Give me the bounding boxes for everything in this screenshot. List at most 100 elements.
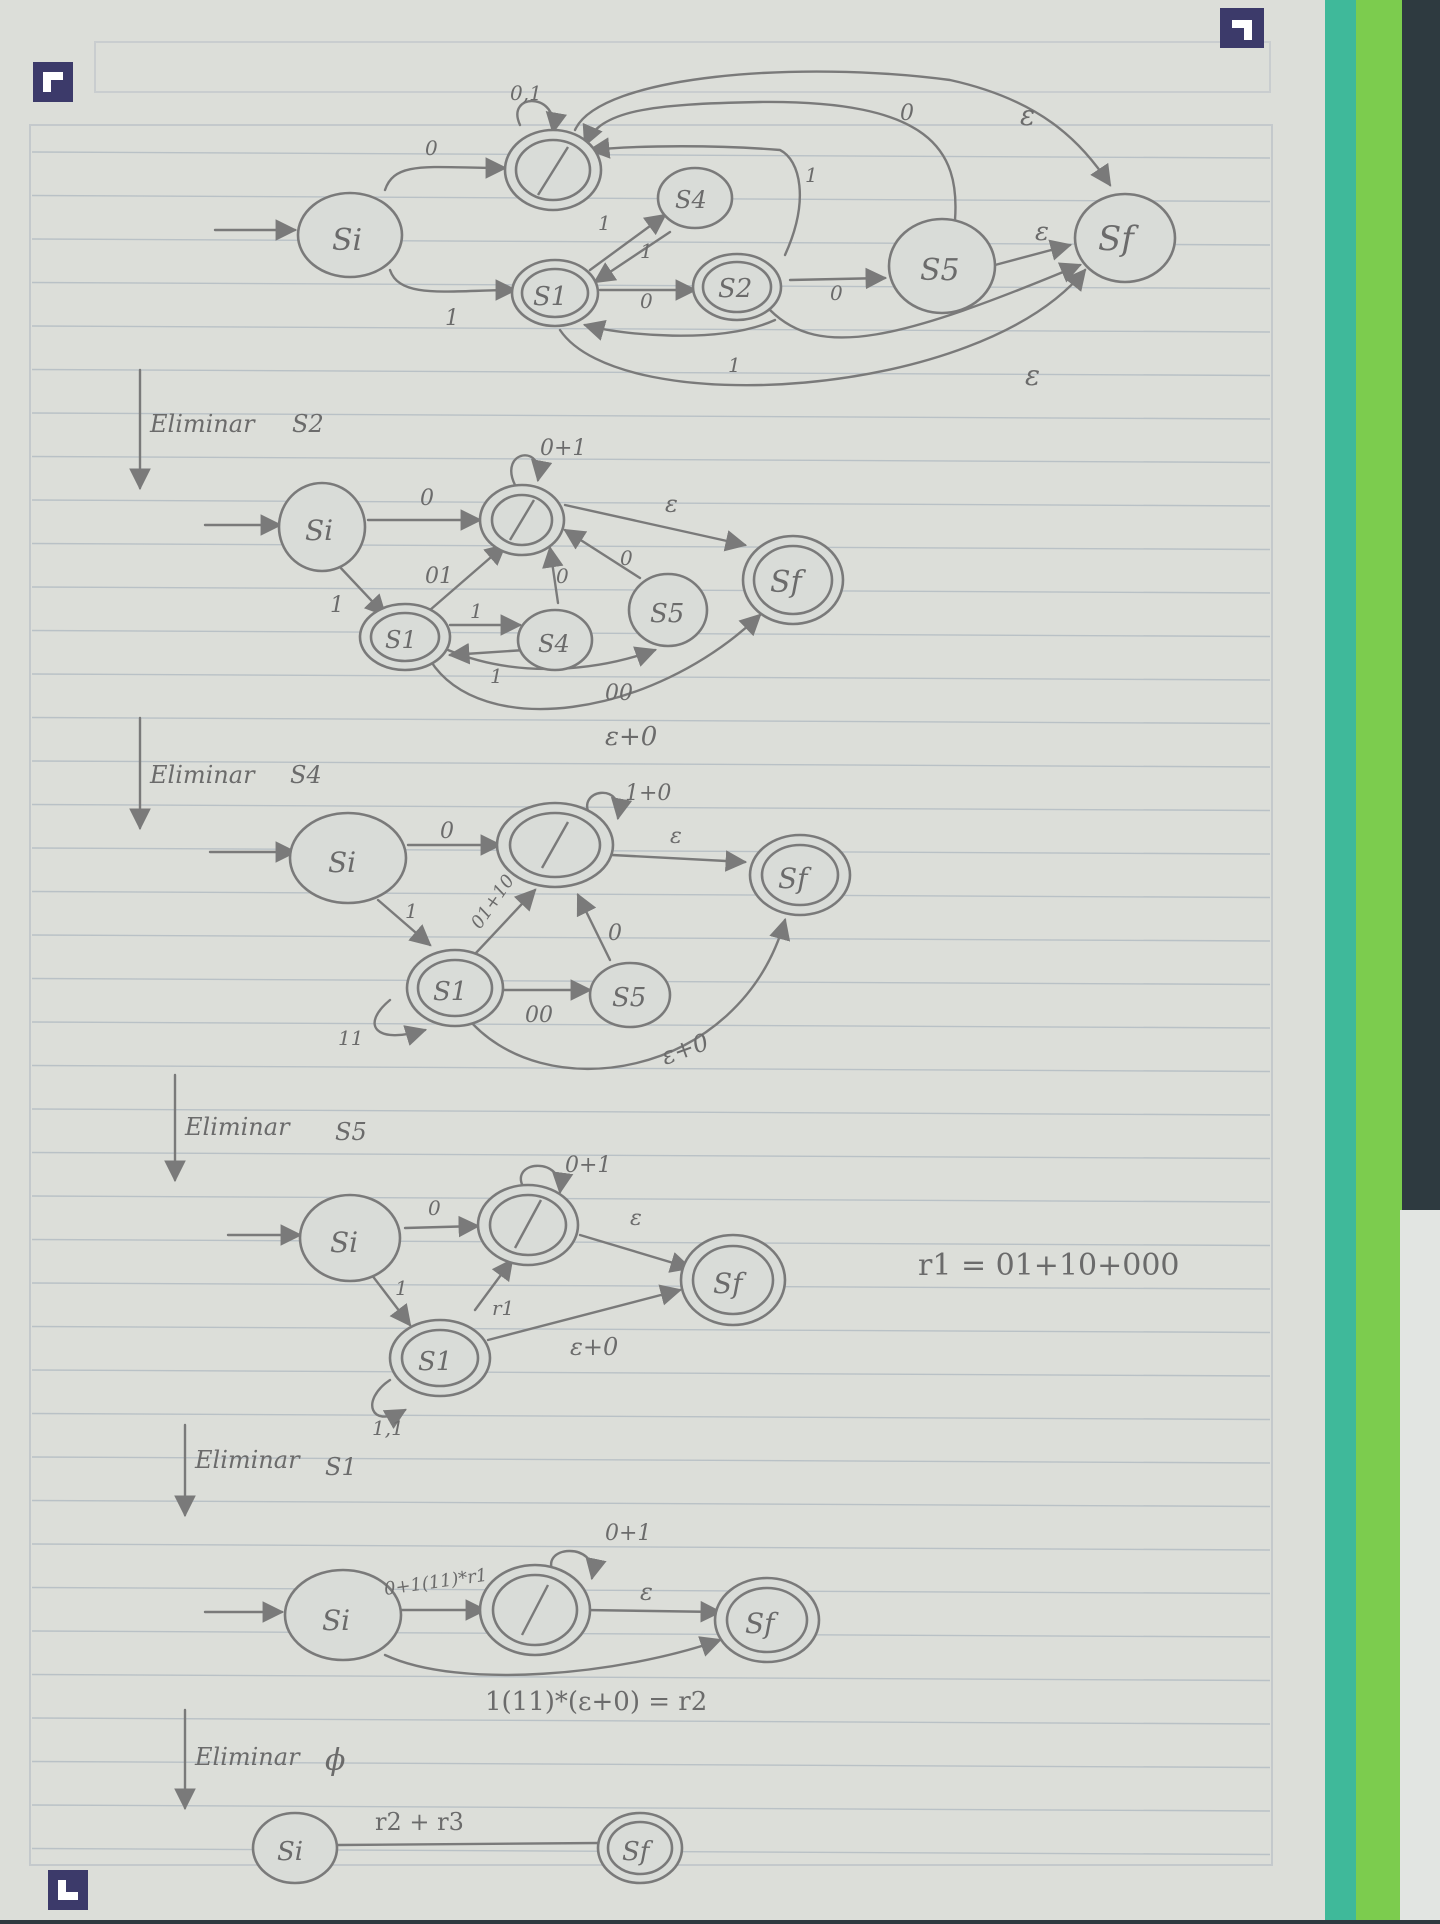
s3-node-s5: S5 [612, 983, 646, 1013]
ruled-line [31, 1673, 1271, 1682]
s2-edge-si-phi: 0 [420, 486, 434, 511]
s2-node-si: Si [305, 514, 333, 547]
s3-edge-si-s1: 1 [405, 899, 418, 923]
elimination-step-3: Eliminar S5 [164, 1073, 367, 1183]
ruled-line [31, 542, 1271, 551]
s4-edge-s1-loop: 1,1 [372, 1416, 404, 1440]
s2-edge-s4-phi: 0 [556, 564, 569, 588]
s1-edge-s1-s4: 1 [598, 211, 611, 235]
ruled-line [31, 1238, 1271, 1247]
s3-edge-si-phi: 0 [440, 819, 454, 844]
step-2-label: Eliminar [149, 761, 256, 789]
s1-edge-s2-s1: 1 [728, 353, 741, 377]
corner-tab-icon-top-left [33, 62, 73, 102]
s2-node-sf: Sf [770, 565, 807, 600]
corner-tab-icon-bottom-left [48, 1870, 88, 1910]
ruled-line [31, 1064, 1271, 1073]
ruled-line [31, 1499, 1271, 1508]
step-4-label: Eliminar [194, 1446, 301, 1474]
step-3-target: S5 [335, 1118, 367, 1146]
s3-edge-s1-loop: 11 [338, 1026, 363, 1050]
elimination-step-4: Eliminar S1 [174, 1423, 357, 1518]
s5-node-si: Si [322, 1604, 350, 1637]
s1-node-s4: S4 [675, 186, 707, 214]
paper-sheet [0, 0, 1325, 1920]
s4-edge-s1-sf: ε+0 [570, 1333, 618, 1361]
stage-6-automaton: Si Sf r2 + r3 [251, 1808, 684, 1885]
ruled-line [31, 151, 1271, 159]
s1-node-sf: Sf [1098, 219, 1139, 259]
step-2-target: S4 [290, 761, 322, 789]
s4-node-si: Si [330, 1226, 358, 1259]
step-4-target: S1 [325, 1453, 357, 1481]
s2-edge-phi-loop: 0+1 [540, 436, 586, 461]
ruled-line [31, 1108, 1271, 1116]
ruled-line [31, 368, 1271, 377]
ruled-line [31, 194, 1271, 203]
s2-edge-s5-phi: 0 [620, 546, 633, 570]
s2-node-s5: S5 [650, 599, 684, 629]
s1-edge-si-phi: 0 [425, 136, 438, 160]
elimination-step-5: Eliminar ϕ [174, 1708, 345, 1811]
s2-node-s4: S4 [538, 630, 570, 658]
s1-node-s2: S2 [718, 274, 752, 304]
step-3-label: Eliminar [184, 1113, 291, 1141]
ruled-line [31, 673, 1271, 681]
s4-edge-phi-loop: 0+1 [565, 1153, 611, 1178]
s4-node-sf: Sf [713, 1267, 747, 1300]
s4-edge-s1-phi: r1 [492, 1296, 514, 1320]
stage-4-automaton: Si ϕ S1 Sf 0 1 0+1 r1 1,1 ε ε+0 r1 = 01+… [226, 1153, 1180, 1440]
s5-edge-phi-loop: 0+1 [605, 1521, 651, 1546]
s1-edge-s5-phi: 0 [900, 101, 914, 126]
ruled-line [31, 1369, 1271, 1377]
s3-edge-s5-phi: 0 [608, 921, 622, 946]
ruled-line [31, 847, 1271, 855]
s2-edge-s1-s4: 1 [470, 599, 483, 623]
ruled-line [31, 1412, 1271, 1421]
corner-tab-icon-top-right [1220, 8, 1264, 48]
ruled-line [31, 1456, 1271, 1464]
ruled-line [31, 455, 1271, 464]
next-page-edge [1400, 1210, 1440, 1920]
ruled-line [31, 1325, 1271, 1334]
s1-edge-si-s1: 1 [445, 306, 459, 331]
s2-edge-s4-s1: 1 [490, 664, 503, 688]
s1-edge-s2-phi: 1 [805, 163, 818, 187]
ruled-line [31, 803, 1271, 812]
ruled-line [31, 1195, 1271, 1203]
teal-divider-strip [1320, 0, 1360, 1920]
s1-node-s1: S1 [533, 282, 567, 312]
s1-edge-s1-sf: ε [1025, 359, 1040, 392]
s5-edge-si-sf: 1(11)*(ε+0) = r2 [485, 1687, 707, 1717]
s1-edge-s1-s2: 0 [640, 289, 653, 313]
ruled-line [31, 499, 1271, 507]
r1-definition-note: r1 = 01+10+000 [918, 1248, 1180, 1283]
s4-edge-si-phi: 0 [428, 1196, 441, 1220]
s5-node-sf: Sf [745, 1607, 779, 1640]
ruled-line [31, 716, 1271, 725]
ruled-line [31, 281, 1271, 290]
s3-edge-phi-sf: ε [670, 824, 682, 849]
ruled-line [31, 890, 1271, 899]
ruled-line [31, 934, 1271, 942]
ruled-line [31, 412, 1271, 420]
ruled-line [31, 1630, 1271, 1638]
stage-5-automaton: Si ϕ Sf 0+1(11)*r1 0+1 ε 1(11)*(ε+0) = r… [203, 1521, 821, 1717]
s2-edge-s1-s5: 00 [605, 681, 633, 706]
s2-edge-si-s1: 1 [330, 593, 344, 618]
s1-edge-s2-s5: 0 [830, 281, 843, 305]
ruled-line [31, 1282, 1271, 1290]
s3-edge-phi-loop: 1+0 [625, 781, 671, 806]
s2-edge-s1-phi: 01 [425, 564, 453, 589]
s4-edge-phi-sf: ε [630, 1206, 642, 1231]
ruled-line [31, 1804, 1271, 1812]
s2-edge-s1-sf: ε+0 [605, 722, 657, 752]
s2-node-s1: S1 [385, 626, 417, 654]
s6-node-si: Si [277, 1837, 303, 1867]
s3-node-sf: Sf [778, 862, 812, 895]
s2-edge-phi-sf: ε [665, 490, 678, 518]
s1-node-s5: S5 [920, 253, 960, 288]
header-box [94, 41, 1271, 93]
ruled-line [31, 1586, 1271, 1595]
